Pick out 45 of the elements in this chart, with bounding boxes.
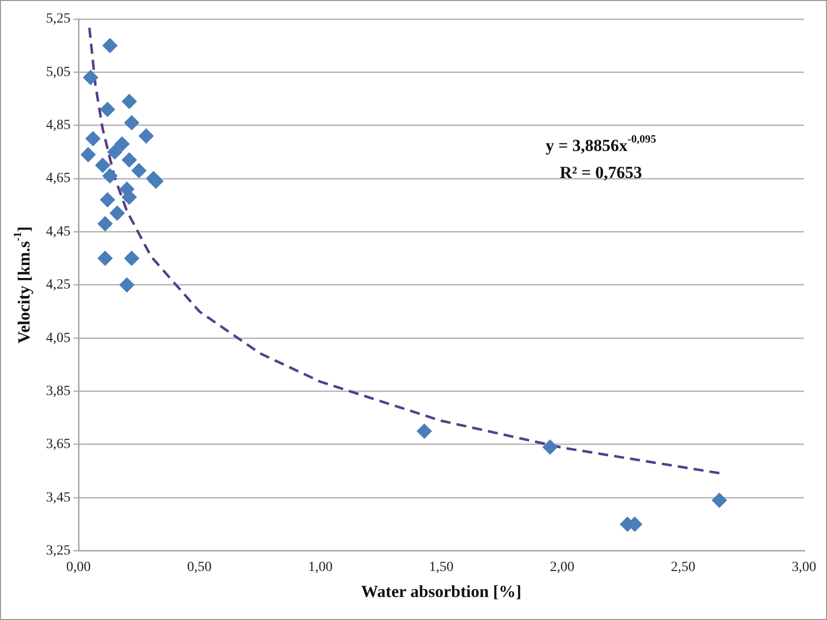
point [124,115,140,130]
point [122,152,137,168]
point [712,492,727,508]
point [119,277,134,292]
point [80,147,96,162]
point [542,440,558,455]
x-tick-label: 0,50 [187,560,212,575]
y-tick-label: 4,45 [46,224,70,240]
y-tick-label: 3,65 [46,437,70,452]
x-tick-label: 0,00 [66,560,91,575]
point [98,216,113,232]
point [124,250,140,266]
y-axis-title: Velocity [km.s-1] [12,226,34,344]
point [131,163,146,178]
x-tick-label: 3,00 [792,560,816,575]
x-tick-label: 1,50 [429,560,454,575]
y-tick-label: 3,25 [46,543,70,558]
x-tick-label: 2,00 [550,560,574,575]
point [102,38,118,54]
point [122,190,137,205]
point [100,192,116,208]
point [100,102,116,117]
annotation: R² = 0,7653 [560,163,642,182]
point [86,131,101,146]
x-tick-label: 2,50 [670,560,696,575]
point [95,158,110,173]
y-tick-label: 5,25 [46,12,70,27]
y-tick-label: 4,05 [46,330,70,346]
point [416,424,432,439]
x-tick-label: 1,00 [308,560,333,575]
point [102,168,118,184]
y-tick-label: 3,45 [46,490,70,506]
y-tick-label: 4,85 [46,118,70,134]
point [83,70,98,85]
point [114,136,130,152]
point [110,206,125,221]
point [138,128,154,144]
point [98,250,113,266]
y-tick-label: 4,25 [46,278,70,293]
point [122,94,137,109]
y-tick-label: 3,85 [46,384,70,399]
x-axis-title: Water absorbtion [%] [361,582,522,602]
y-tick-label: 5,05 [46,64,70,80]
point [107,144,122,160]
y-tick-label: 4,65 [46,171,70,186]
